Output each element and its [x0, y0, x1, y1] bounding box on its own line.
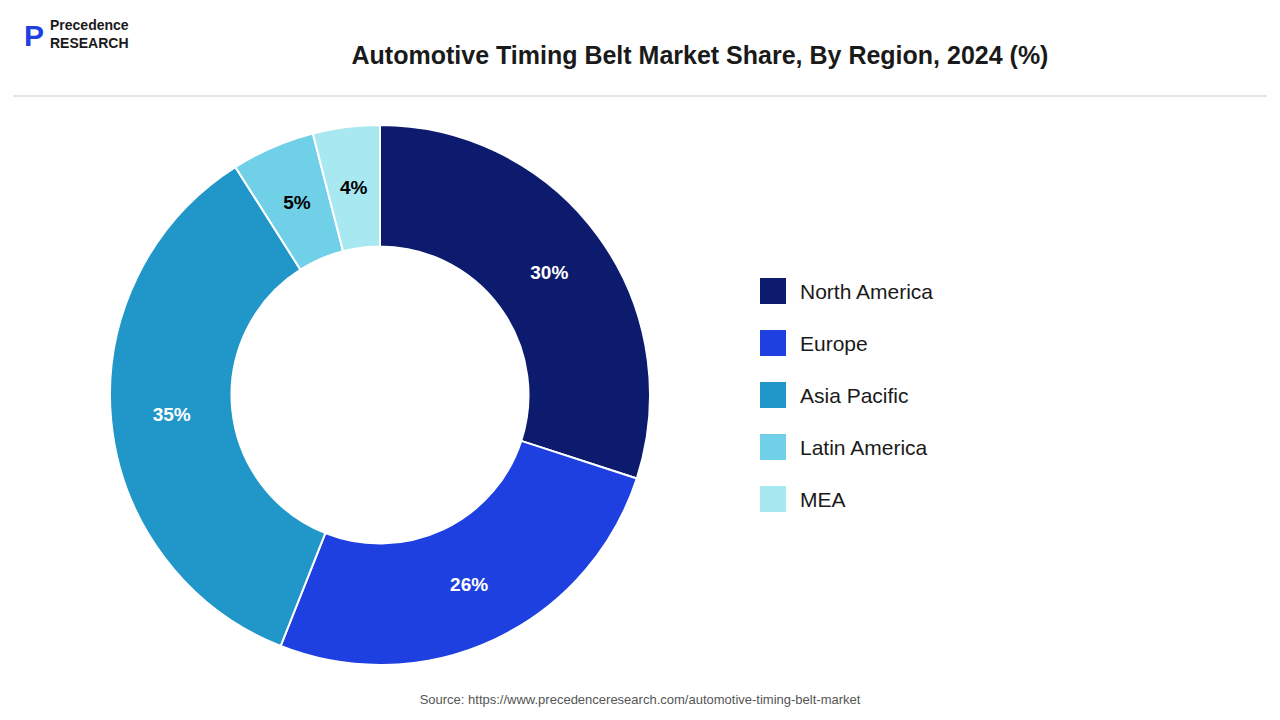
legend-swatch: [760, 278, 786, 304]
source: Source: https://www.precedenceresearch.c…: [420, 692, 861, 707]
legend-swatch: [760, 486, 786, 512]
legend-item: Asia Pacific: [760, 382, 909, 408]
data-label: 30%: [530, 262, 568, 283]
logo-mark: P: [24, 19, 44, 52]
title: Automotive Timing Belt Market Share, By …: [352, 41, 1049, 69]
slices: [110, 125, 650, 665]
legend-label: Asia Pacific: [800, 384, 909, 407]
slice: [313, 125, 380, 251]
data-label: 4%: [340, 177, 368, 198]
background: [0, 0, 1280, 720]
legend-label: Latin America: [800, 436, 928, 459]
title-rule: [13, 95, 1267, 96]
logo-line: RESEARCH: [50, 35, 129, 51]
slice: [380, 125, 650, 478]
legend-swatch: [760, 434, 786, 460]
legend-swatch: [760, 382, 786, 408]
chart-svg: P Precedence RESEARCH Automotive Timing Bel…: [0, 0, 1280, 720]
legend-item: Latin America: [760, 434, 928, 460]
slice: [281, 441, 637, 665]
data-label: 26%: [450, 574, 488, 595]
legend-swatch: [760, 330, 786, 356]
legend: North America Europe Asia Pacific Latin Ame…: [760, 278, 933, 512]
legend-item: North America: [760, 278, 933, 304]
legend-item: Europe: [760, 330, 868, 356]
data-label: 35%: [153, 404, 191, 425]
logo-text: Precedence RESEARCH: [50, 17, 129, 51]
legend-label: MEA: [800, 488, 846, 511]
logo-line: Precedence: [50, 17, 129, 33]
legend-item: MEA: [760, 486, 846, 512]
data-label: 5%: [283, 192, 311, 213]
legend-label: North America: [800, 280, 933, 303]
data-labels: 30% 26% 35% 5% 4%: [153, 177, 569, 595]
legend-label: Europe: [800, 332, 868, 355]
